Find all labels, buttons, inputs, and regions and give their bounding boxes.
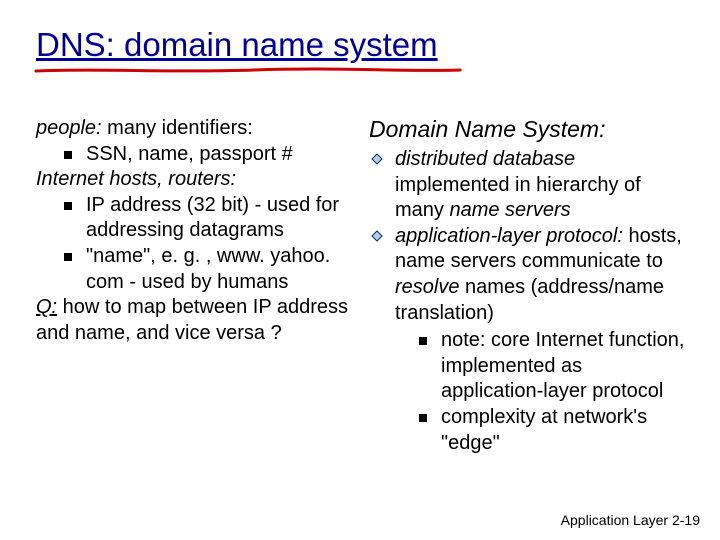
list-item: "name", e. g. , www. yahoo. com - used b…	[64, 244, 353, 295]
content-columns: people: many identifiers: SSN, name, pas…	[36, 116, 690, 456]
people-list: SSN, name, passport #	[64, 142, 353, 168]
footer-label: Application Layer	[561, 512, 668, 528]
item-resolve: resolve	[395, 276, 459, 298]
q-label: Q:	[36, 296, 57, 318]
right-sublist: note: core Internet function, implemente…	[419, 328, 690, 456]
list-item: SSN, name, passport #	[64, 142, 353, 168]
item-tail: name servers	[449, 199, 570, 221]
item-lead: application-layer protocol:	[395, 225, 623, 247]
right-list: distributed database implemented in hier…	[371, 147, 690, 456]
slide-title-wrap: DNS: domain name system	[36, 26, 438, 64]
diamond-icon	[371, 153, 383, 165]
right-heading: Domain Name System:	[369, 116, 690, 143]
people-text: many identifiers:	[102, 117, 253, 139]
red-underline	[34, 66, 462, 75]
footer: Application Layer 2-19	[561, 512, 700, 528]
list-item: complexity at network's "edge"	[419, 405, 690, 456]
item-lead: distributed database	[395, 148, 575, 170]
hosts-list: IP address (32 bit) - used for addressin…	[64, 193, 353, 295]
people-label: people:	[36, 117, 102, 139]
list-item: distributed database implemented in hier…	[371, 147, 690, 224]
list-item: note: core Internet function, implemente…	[419, 328, 690, 405]
q-text: how to map between IP address and name, …	[36, 296, 348, 344]
left-column: people: many identifiers: SSN, name, pas…	[36, 116, 353, 456]
list-item: IP address (32 bit) - used for addressin…	[64, 193, 353, 244]
right-column: Domain Name System: distributed database…	[369, 116, 690, 456]
slide-title: DNS: domain name system	[36, 26, 438, 63]
list-item: application-layer protocol: hosts, name …	[371, 224, 690, 456]
diamond-icon	[371, 230, 383, 242]
question-line: Q: how to map between IP address and nam…	[36, 295, 353, 346]
people-line: people: many identifiers:	[36, 116, 353, 142]
hosts-label: Internet hosts, routers:	[36, 167, 353, 193]
footer-page: 2-19	[672, 512, 700, 528]
